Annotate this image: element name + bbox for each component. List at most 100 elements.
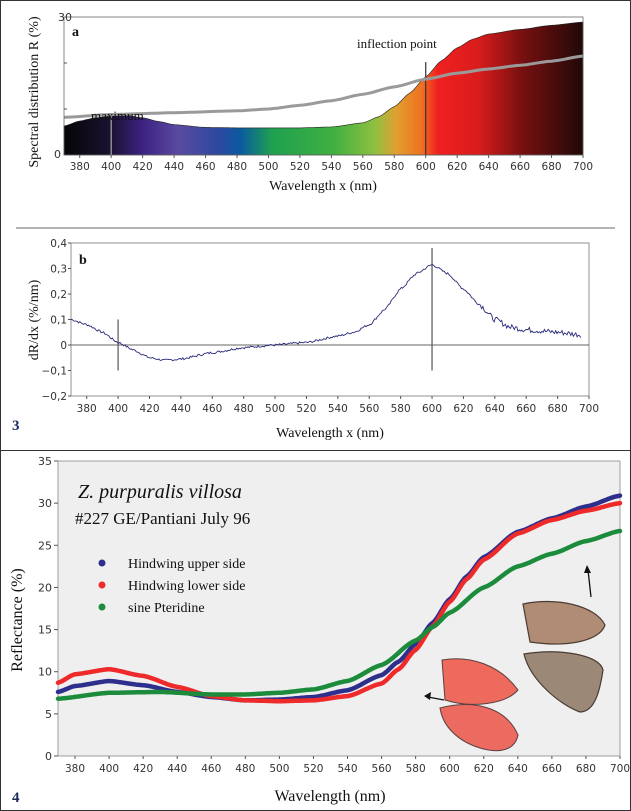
x-tick-label: 660 — [542, 763, 562, 775]
x-tick-label: 640 — [508, 763, 528, 775]
x-tick-label: 640 — [479, 161, 499, 173]
wing-photo-upper — [441, 658, 519, 705]
x-tick-label: 600 — [416, 161, 436, 173]
panel-label-b: b — [79, 253, 87, 268]
y-tick-label: 15 — [38, 624, 52, 637]
x-tick-label: 660 — [516, 403, 536, 415]
x-tick-label: 680 — [576, 763, 596, 775]
x-tick-label: 460 — [201, 763, 221, 775]
x-tick-label: 420 — [139, 403, 159, 415]
x-tick-label: 620 — [447, 161, 467, 173]
gray-reflectance-line — [63, 54, 584, 119]
x-tick-label: 540 — [337, 763, 357, 775]
panel-b: 380 400 420 440 460 480 500 520 540 560 580 600 620 6… — [27, 238, 599, 441]
y-tick-label: 0,3 — [50, 264, 67, 276]
x-tick-label: 500 — [258, 161, 278, 173]
x-tick-label: 560 — [353, 161, 373, 173]
x-tick-label: 460 — [202, 403, 222, 415]
x-tick-label: 620 — [474, 763, 494, 775]
x-tick-label: 540 — [328, 403, 348, 415]
x-tick-label: 440 — [167, 763, 187, 775]
x-tick-label: 580 — [406, 763, 426, 775]
legend-marker — [98, 603, 106, 611]
y-tick-label: 10 — [38, 666, 52, 679]
y-tick-label: −0,1 — [42, 366, 68, 378]
x-tick-label: 700 — [579, 403, 599, 415]
x-tick-label: 480 — [227, 161, 247, 173]
wing-photo-lower-2 — [523, 651, 604, 713]
spectrum-area — [63, 21, 584, 156]
legend-marker — [98, 559, 106, 567]
x-tick-label: 560 — [359, 403, 379, 415]
x-tick-label: 380 — [77, 403, 97, 415]
x-tick-label: 600 — [422, 403, 442, 415]
x-tick-label: 520 — [290, 161, 310, 173]
y-tick-label: 20 — [38, 581, 52, 594]
y-tick-label: 0,1 — [50, 315, 67, 327]
figure-label-4: 4 — [12, 790, 20, 806]
wing-photos — [439, 600, 606, 752]
panel-a: 380 400 420 440 460 480 500 520 540 560 580 600 620 6… — [27, 11, 593, 194]
x-tick-label: 480 — [235, 763, 255, 775]
series-line-1 — [55, 500, 623, 704]
x-tick-label: 500 — [269, 763, 289, 775]
x-axis-label: Wavelength (nm) — [274, 788, 385, 805]
y-tick-label: 25 — [38, 539, 52, 552]
x-tick-label: 400 — [108, 403, 128, 415]
x-tick-label: 580 — [391, 403, 411, 415]
x-tick-label: 400 — [101, 161, 121, 173]
annotation-maximum: maximum — [91, 108, 144, 123]
x-tick-label: 440 — [164, 161, 184, 173]
plot-frame — [63, 16, 584, 156]
x-tick-label: 420 — [133, 161, 153, 173]
x-tick-label: 560 — [372, 763, 392, 775]
x-tick-label: 380 — [70, 161, 90, 173]
x-tick-label: 640 — [485, 403, 505, 415]
y-tick-label: 0,4 — [50, 238, 67, 250]
panel-4: 380 400 420 440 460 480 500 520 540 560 580 600 620 6… — [9, 455, 630, 805]
y-tick-label: 0 — [54, 148, 61, 161]
x-axis-label: Wavelength x (nm) — [276, 426, 384, 441]
arrow-up — [587, 569, 592, 598]
annotation-inflection-point: inflection point — [357, 36, 437, 51]
x-tick-label: 620 — [453, 403, 473, 415]
panel-label-a: a — [72, 25, 79, 40]
arrowhead-up-icon — [584, 565, 591, 573]
x-tick-label: 460 — [196, 161, 216, 173]
x-tick-label: 600 — [440, 763, 460, 775]
figure-label-3: 3 — [12, 418, 20, 434]
x-tick-label: 580 — [384, 161, 404, 173]
wing-photo-lower — [439, 704, 519, 752]
x-tick-label: 680 — [548, 403, 568, 415]
series-line-2 — [55, 528, 623, 701]
x-tick-label: 440 — [171, 403, 191, 415]
y-axis-label: Spectral distribution R (%) — [27, 16, 42, 168]
x-tick-label: 400 — [99, 763, 119, 775]
legend-label: Hindwing upper side — [128, 557, 245, 572]
y-axis-label: dR/dx (%/nm) — [27, 279, 42, 360]
x-tick-label: 680 — [542, 161, 562, 173]
y-tick-label: 0 — [60, 340, 67, 352]
y-tick-label: 30 — [58, 11, 72, 24]
y-tick-label: 5 — [45, 708, 52, 721]
x-tick-label: 700 — [610, 763, 630, 775]
legend-marker — [98, 581, 106, 589]
y-tick-label: 0,2 — [50, 289, 67, 301]
plot-frame — [70, 242, 590, 397]
legend-label: Hindwing lower side — [128, 579, 245, 594]
chart-title: Z. purpuralis villosa — [78, 481, 242, 503]
x-tick-label: 420 — [133, 763, 153, 775]
x-tick-label: 520 — [303, 763, 323, 775]
y-tick-label: 0 — [45, 750, 52, 763]
y-tick-label: 30 — [38, 497, 52, 510]
wing-photo-upper-2 — [522, 600, 606, 645]
arrowhead-left-icon — [424, 692, 431, 700]
x-tick-label: 380 — [65, 763, 85, 775]
x-tick-label: 660 — [510, 161, 530, 173]
x-tick-label: 540 — [321, 161, 341, 173]
derivative-line — [70, 264, 582, 362]
y-axis-label: Reflectance (%) — [9, 568, 26, 671]
x-tick-label: 480 — [234, 403, 254, 415]
legend-label: sine Pteridine — [128, 601, 205, 616]
